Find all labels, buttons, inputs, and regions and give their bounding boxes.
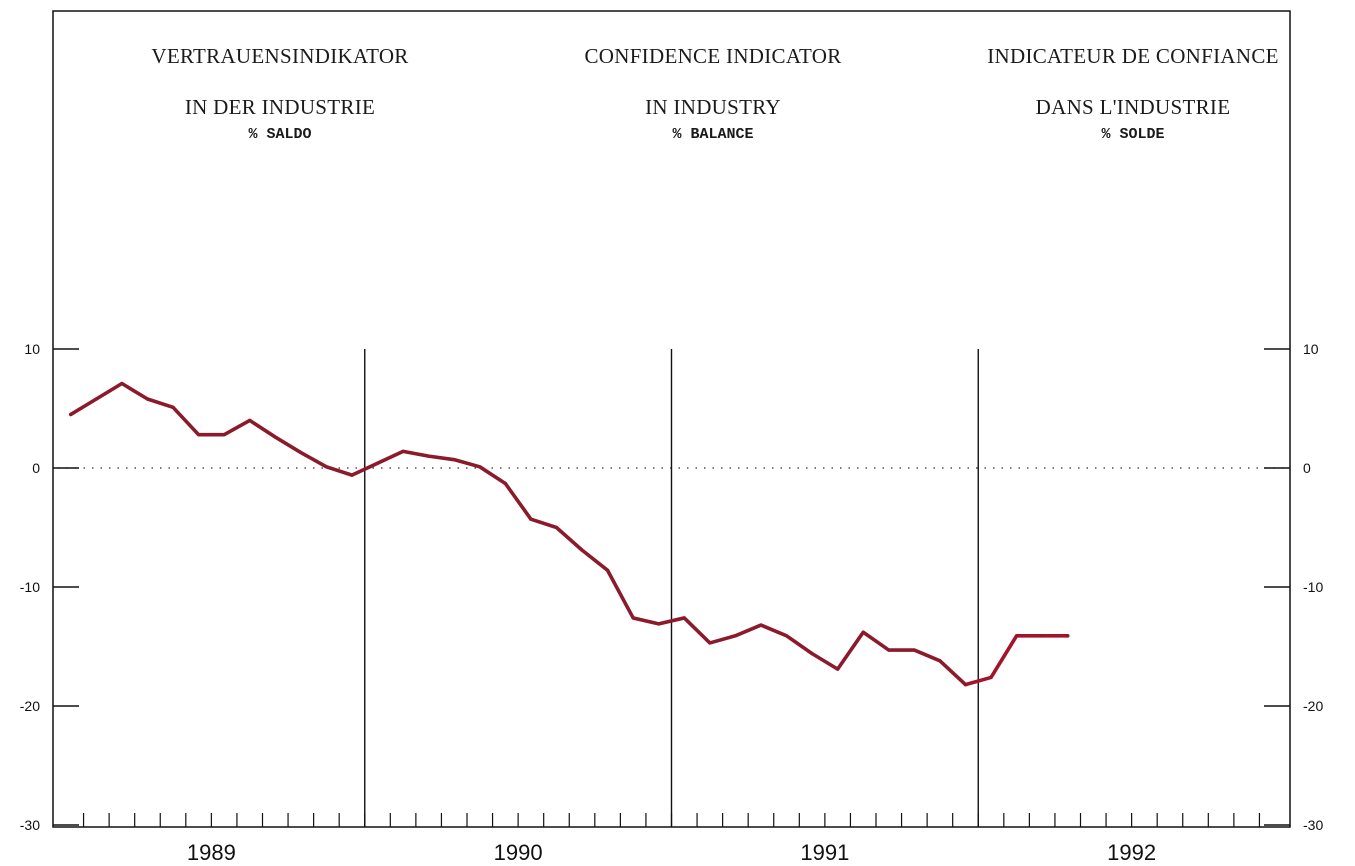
x-axis-month-ticks: [82, 813, 1261, 827]
data-point: [94, 397, 98, 401]
y-tick-label-right: -20: [1303, 698, 1323, 714]
header-french-line2: DANS L'INDUSTRIE: [1035, 95, 1231, 119]
data-point: [989, 675, 993, 680]
data-point: [708, 641, 712, 645]
y-tick-label-right: 10: [1303, 341, 1319, 357]
data-point: [912, 648, 916, 652]
data-point: [145, 397, 150, 401]
header-german-line2: IN DER INDUSTRIE: [184, 95, 376, 119]
header-english-line1: CONFIDENCE INDICATOR: [584, 44, 842, 68]
data-point: [171, 405, 175, 409]
data-point: [682, 616, 686, 620]
data-point: [887, 648, 891, 652]
data-point: [401, 449, 405, 453]
data-point: [478, 465, 482, 469]
y-axis-ticks: 10 10 0 0 -10 -10 -20 -20 -30 -30: [20, 341, 1324, 833]
header-english-unit: % BALANCE: [672, 126, 754, 143]
data-point: [299, 450, 303, 455]
series-line-0: [68, 381, 968, 687]
x-year-label-1992: 1992: [1107, 840, 1156, 865]
data-point: [631, 616, 635, 620]
year-dividers: [364, 349, 979, 827]
x-axis-year-labels: 1989 1990 1991 1992: [187, 840, 1156, 865]
header-french-unit: % SOLDE: [1101, 126, 1165, 143]
data-point: [529, 517, 533, 521]
series-points: [69, 381, 1070, 687]
data-point: [733, 634, 738, 638]
y-tick-label-right: -30: [1303, 817, 1323, 833]
y-tick-label-left: 0: [32, 460, 40, 476]
y-tick-label-left: -20: [20, 698, 40, 714]
y-tick-label-left: -10: [20, 579, 40, 595]
data-point: [580, 548, 584, 552]
data-point: [248, 418, 252, 422]
data-point: [759, 623, 763, 627]
data-point: [69, 412, 73, 417]
y-tick-label-left: 10: [24, 341, 40, 357]
data-point: [836, 667, 840, 671]
data-point: [196, 433, 201, 437]
data-point: [810, 652, 814, 656]
data-point: [554, 525, 559, 530]
data-point: [350, 473, 354, 477]
header-german-line1: VERTRAUENSINDIKATOR: [151, 44, 409, 68]
header-german: VERTRAUENSINDIKATOR IN DER INDUSTRIE % S…: [130, 44, 430, 143]
y-tick-label-right: 0: [1303, 460, 1311, 476]
data-point: [938, 659, 942, 663]
data-point: [503, 481, 507, 486]
data-point: [861, 630, 865, 634]
x-year-label-1989: 1989: [187, 840, 236, 865]
data-point: [324, 465, 329, 469]
data-point: [375, 461, 380, 465]
data-point: [1014, 634, 1019, 638]
y-tick-label-left: -30: [20, 817, 40, 833]
header-german-unit: % SALDO: [248, 126, 312, 143]
header-french: INDICATEUR DE CONFIANCE DANS L'INDUSTRIE…: [978, 44, 1288, 143]
data-point: [427, 454, 431, 458]
data-point: [963, 682, 968, 687]
series-line-recent-0: [963, 633, 1070, 687]
series-lines: [68, 381, 1070, 687]
data-point: [1040, 634, 1044, 638]
data-point: [120, 381, 124, 386]
data-point: [605, 568, 610, 572]
data-point: [222, 433, 226, 437]
data-point: [1066, 634, 1070, 638]
data-point: [452, 458, 456, 462]
x-year-label-1991: 1991: [800, 840, 849, 865]
data-point: [784, 634, 789, 638]
header-english: CONFIDENCE INDICATOR IN INDUSTRY % BALAN…: [563, 44, 863, 143]
data-point: [273, 435, 277, 439]
header-french-line1: INDICATEUR DE CONFIANCE: [987, 44, 1279, 68]
y-tick-label-right: -10: [1303, 579, 1323, 595]
x-year-label-1990: 1990: [494, 840, 543, 865]
data-point: [657, 622, 661, 626]
header-english-line2: IN INDUSTRY: [645, 95, 781, 119]
